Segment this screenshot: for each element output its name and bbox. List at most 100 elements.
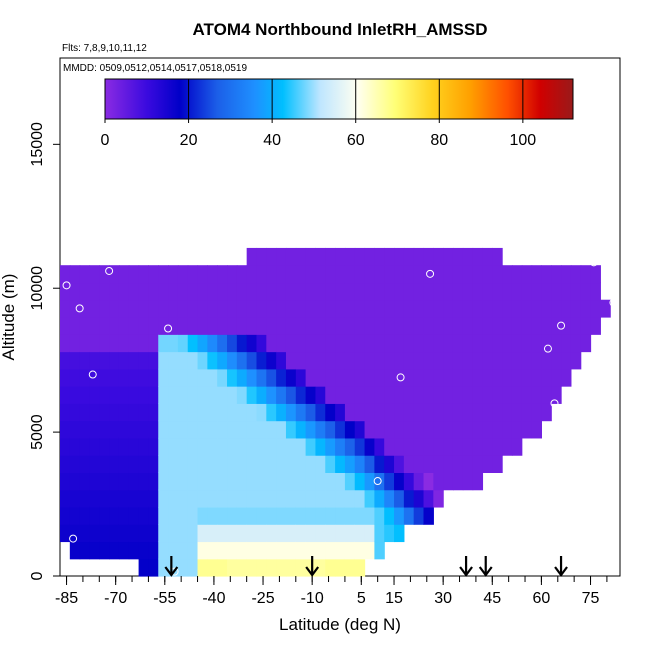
curtain-cell (109, 541, 120, 560)
curtain-cell (118, 299, 130, 318)
curtain-cell (344, 506, 356, 525)
curtain-cell (138, 489, 150, 508)
curtain-cell (335, 420, 346, 439)
curtain-cell (187, 541, 199, 560)
curtain-cell (197, 455, 208, 473)
curtain-cell (207, 403, 218, 422)
curtain-cell (266, 265, 277, 284)
curtain-cell (177, 489, 189, 508)
curtain-cell (413, 334, 425, 353)
curtain-cell (364, 506, 375, 525)
curtain-cell (79, 506, 91, 525)
curtain-cell (266, 282, 277, 301)
curtain-cell (236, 541, 248, 560)
curtain-cell (374, 247, 385, 266)
curtain-cell (570, 265, 582, 284)
curtain-cell (521, 386, 533, 404)
curtain-cell (207, 472, 218, 491)
curtain-cell (276, 368, 287, 387)
curtain-cell (148, 455, 159, 473)
curtain-cell (570, 317, 582, 335)
curtain-cell (462, 403, 474, 422)
curtain-cell (168, 420, 179, 439)
curtain-cell (482, 386, 493, 404)
curtain-cell (177, 282, 189, 301)
curtain-cell (138, 403, 150, 422)
curtain-cell (276, 437, 287, 456)
curtain-cell (207, 524, 218, 543)
curtain-cell (403, 368, 415, 387)
curtain-cell (374, 265, 385, 284)
x-tick-label: 30 (434, 590, 452, 607)
curtain-cell (138, 368, 150, 387)
curtain-cell (236, 282, 248, 301)
curtain-cell (158, 403, 169, 422)
curtain-cell (79, 455, 91, 473)
curtain-cell (177, 437, 189, 456)
curtain-cell (118, 334, 130, 353)
curtain-cell (384, 386, 395, 404)
curtain-cell (187, 420, 199, 439)
curtain-cell (69, 317, 81, 335)
curtain-cell (197, 541, 208, 560)
y-tick-label: 5000 (29, 414, 46, 450)
curtain-cell (580, 282, 592, 301)
curtain-cell (600, 299, 611, 318)
curtain-cell (403, 420, 415, 439)
curtain-cell (344, 368, 356, 387)
curtain-cell (443, 420, 454, 439)
profile-marker (543, 344, 552, 353)
curtain-cell (177, 386, 189, 404)
curtain-cell (462, 351, 474, 370)
curtain-cell (472, 317, 484, 335)
curtain-cell (89, 472, 100, 491)
curtain-cell (423, 420, 434, 439)
curtain-cell (256, 489, 267, 508)
curtain-cell (413, 506, 425, 525)
curtain-cell (148, 437, 159, 456)
curtain-cell (168, 299, 179, 318)
curtain-cell (394, 247, 405, 266)
curtain-cell (462, 386, 474, 404)
curtain-cell (413, 472, 425, 491)
curtain-cell (492, 282, 503, 301)
curtain-cell (177, 334, 189, 353)
curtain-cell (60, 489, 71, 508)
rh-curtain-field (60, 247, 611, 577)
curtain-cell (207, 299, 218, 318)
curtain-cell (335, 472, 346, 491)
profile-marker (557, 321, 566, 330)
curtain-cell (423, 386, 434, 404)
curtain-cell (89, 386, 100, 404)
curtain-cell (413, 247, 425, 266)
curtain-cell (276, 386, 287, 404)
y-axis-title: Altitude (m) (0, 274, 18, 361)
curtain-cell (138, 351, 150, 370)
curtain-cell (128, 524, 140, 543)
curtain-cell (246, 334, 258, 353)
curtain-cell (246, 265, 258, 284)
curtain-cell (305, 489, 317, 508)
curtain-cell (266, 420, 277, 439)
curtain-cell (187, 489, 199, 508)
curtain-cell (295, 368, 307, 387)
curtain-cell (531, 282, 542, 301)
curtain-cell (561, 317, 572, 335)
curtain-cell (325, 317, 336, 335)
curtain-cell (138, 334, 150, 353)
curtain-cell (305, 403, 317, 422)
curtain-cell (384, 334, 395, 353)
curtain-cell (207, 437, 218, 456)
curtain-cell (79, 472, 91, 491)
curtain-cell (197, 265, 208, 284)
curtain-cell (443, 403, 454, 422)
curtain-cell (138, 455, 150, 473)
curtain-cell (403, 455, 415, 473)
curtain-cell (403, 437, 415, 456)
curtain-cell (492, 265, 503, 284)
curtain-cell (236, 351, 248, 370)
x-tick-label: -10 (301, 590, 324, 607)
curtain-cell (561, 334, 572, 353)
curtain-cell (177, 351, 189, 370)
curtain-cell (227, 282, 238, 301)
